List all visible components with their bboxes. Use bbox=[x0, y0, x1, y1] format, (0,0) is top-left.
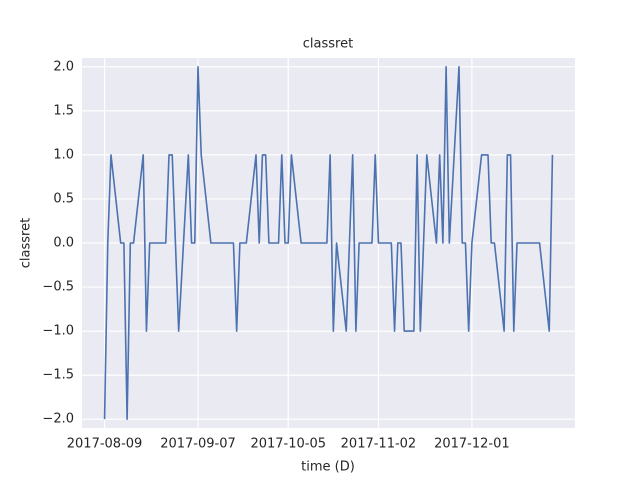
x-tick-label: 2017-08-09 bbox=[67, 437, 143, 452]
y-tick-label: −2.0 bbox=[42, 412, 74, 427]
x-tick-label: 2017-10-05 bbox=[250, 437, 326, 452]
y-axis-label: classret bbox=[19, 218, 34, 268]
y-tick-label: −0.5 bbox=[42, 280, 74, 295]
y-tick-label: 0.0 bbox=[53, 236, 74, 251]
y-tick-label: 1.5 bbox=[53, 103, 74, 118]
x-tick-label: 2017-09-07 bbox=[160, 437, 236, 452]
y-tick-label: −1.5 bbox=[42, 368, 74, 383]
y-tick-label: 2.0 bbox=[53, 59, 74, 74]
y-tick-label: −1.0 bbox=[42, 324, 74, 339]
y-tick-label: 0.5 bbox=[53, 191, 74, 206]
x-axis-label: time (D) bbox=[301, 460, 355, 475]
line bbox=[103, 66, 554, 420]
y-tick-label: 1.0 bbox=[53, 147, 74, 162]
x-tick-label: 2017-11-02 bbox=[341, 437, 417, 452]
x-tick-label: 2017-12-01 bbox=[434, 437, 510, 452]
chart-title: classret bbox=[303, 37, 353, 52]
